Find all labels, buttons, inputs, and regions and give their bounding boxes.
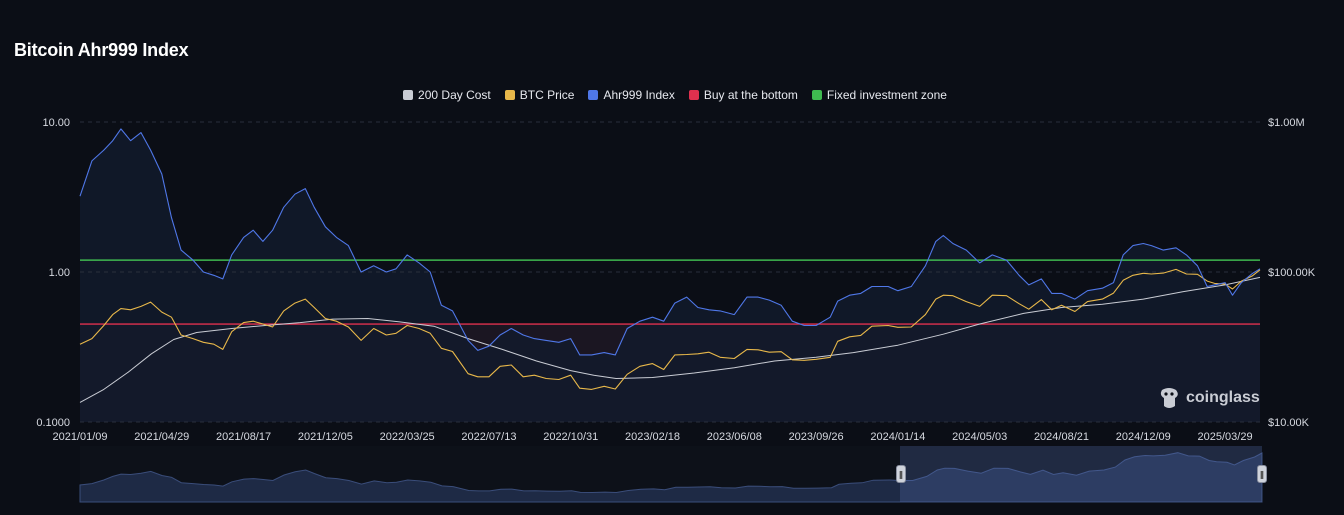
legend-label: 200 Day Cost (418, 88, 491, 102)
x-tick-label: 2021/04/29 (134, 431, 189, 443)
legend-item-buy-at-the-bottom[interactable]: Buy at the bottom (688, 88, 798, 102)
x-tick-label: 2024/12/09 (1116, 431, 1171, 443)
page-title: Bitcoin Ahr999 Index (14, 40, 189, 60)
x-tick-label: 2024/05/03 (952, 431, 1007, 443)
legend-item-ahr999-index[interactable]: Ahr999 Index (588, 88, 675, 102)
y-left-tick-label: 1.00 (49, 267, 70, 279)
zoom-handle-right[interactable]: ❚ (1257, 465, 1267, 483)
series-line-ahr999-index (79, 128, 1261, 356)
legend-label: BTC Price (519, 88, 575, 102)
legend-item-200-day-cost[interactable]: 200 Day Cost (403, 88, 491, 102)
y-right-tick-label: $10.00K (1268, 417, 1310, 429)
legend-swatch (588, 90, 599, 100)
legend-item-fixed-investment-zone[interactable]: Fixed investment zone (811, 88, 947, 102)
legend-label: Buy at the bottom (703, 88, 798, 102)
x-tick-label: 2022/10/31 (543, 431, 598, 443)
legend-label: Fixed investment zone (826, 88, 947, 102)
x-tick-label: 2025/03/29 (1198, 431, 1253, 443)
coinglass-logo-icon (1160, 388, 1178, 408)
zoom-handle-left[interactable]: ❚ (896, 465, 906, 483)
x-tick-label: 2024/08/21 (1034, 431, 1089, 443)
y-left-tick-label: 0.1000 (36, 417, 70, 429)
x-tick-label: 2021/08/17 (216, 431, 271, 443)
legend-swatch (688, 90, 699, 100)
zoom-selected-window[interactable] (900, 446, 1262, 502)
y-left-tick-label: 10.00 (42, 117, 70, 129)
x-tick-label: 2023/02/18 (625, 431, 680, 443)
y-right-tick-label: $100.00K (1268, 267, 1316, 279)
y-right-tick-label: $1.00M (1268, 117, 1305, 129)
zoom-overview-area (79, 452, 1263, 503)
x-tick-label: 2022/07/13 (461, 431, 516, 443)
series-line-btc-price (79, 268, 1261, 390)
coinglass-watermark: coinglass (1158, 386, 1260, 410)
ahr999-area-fill (80, 128, 1260, 422)
chart-legend: 200 Day Cost BTC Price Ahr999 Index Buy at … (0, 88, 1344, 102)
legend-swatch (811, 90, 822, 100)
legend-label: Ahr999 Index (603, 88, 675, 102)
x-tick-label: 2023/09/26 (789, 431, 844, 443)
watermark-text: coinglass (1186, 389, 1260, 406)
x-tick-label: 2023/06/08 (707, 431, 762, 443)
legend-swatch (504, 90, 515, 100)
x-tick-label: 2021/12/05 (298, 431, 353, 443)
series-line-200-day-cost (79, 276, 1261, 403)
x-tick-label: 2022/03/25 (380, 431, 435, 443)
legend-item-btc-price[interactable]: BTC Price (504, 88, 575, 102)
legend-swatch (403, 90, 414, 100)
x-tick-label: 2024/01/14 (870, 431, 925, 443)
x-tick-label: 2021/01/09 (52, 431, 107, 443)
